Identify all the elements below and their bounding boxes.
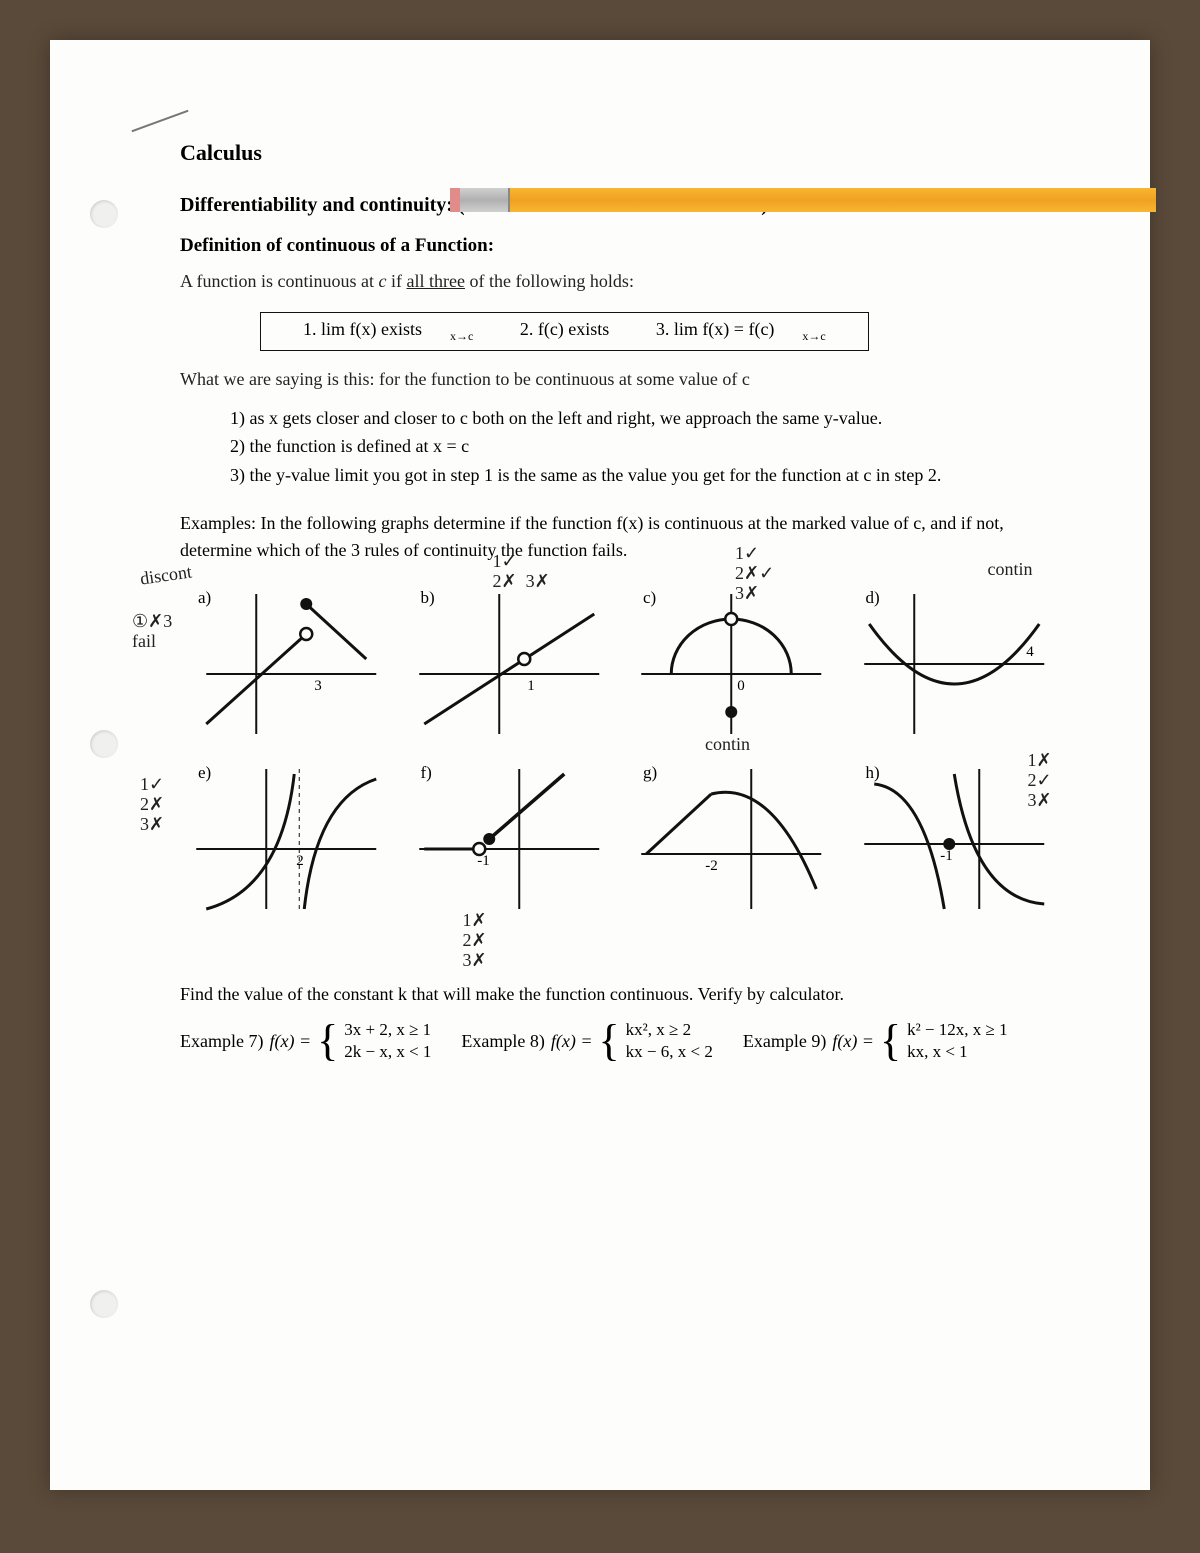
label: Example 8) xyxy=(461,1031,544,1052)
text: of the following holds: xyxy=(465,271,634,291)
graph-f: f) 1✗ 2✗ 3✗ -1 xyxy=(403,759,616,924)
graph-label: a) xyxy=(198,588,211,608)
graph-d: d) contin 4 xyxy=(848,584,1061,749)
tick: 2 xyxy=(296,853,304,869)
label: Example 7) xyxy=(180,1031,263,1052)
axes-icon: 1 xyxy=(403,584,616,744)
graph-a: a) discont ①✗3 fail 3 xyxy=(180,584,393,749)
all-three: all three xyxy=(406,271,464,291)
brace-icon: { xyxy=(880,1023,901,1058)
sub: x→c xyxy=(802,329,825,343)
label: Example 9) xyxy=(743,1031,826,1052)
text: 3. lim f(x) = f(c) xyxy=(656,319,775,339)
graph-label: b) xyxy=(421,588,435,608)
piece-bot: kx, x < 1 xyxy=(907,1041,1008,1063)
graph-label: f) xyxy=(421,763,432,783)
pieces: k² − 12x, x ≥ 1 kx, x < 1 xyxy=(907,1019,1008,1063)
graph-label: c) xyxy=(643,588,656,608)
course-title: Calculus xyxy=(180,140,1060,166)
annot-a-left: ①✗3 fail xyxy=(132,612,172,652)
holds-line: A function is continuous at c if all thr… xyxy=(180,271,1060,292)
axes-icon: 4 xyxy=(848,584,1061,744)
rule-2: 2. f(c) exists xyxy=(520,319,609,339)
tick: 0 xyxy=(737,678,745,694)
piece-top: 3x + 2, x ≥ 1 xyxy=(344,1019,431,1041)
worksheet-page: Calculus Differentiability and continuit… xyxy=(50,40,1150,1490)
pencil-overlay xyxy=(450,188,1156,212)
tick: -2 xyxy=(705,858,718,874)
graph-label: h) xyxy=(866,763,880,783)
axes-icon: 0 xyxy=(625,584,838,744)
pencil-mark xyxy=(131,110,188,132)
sub: x→c xyxy=(450,329,473,343)
axes-icon: 2 xyxy=(180,759,393,919)
graph-h: h) 1✗ 2✓ 3✗ -1 xyxy=(848,759,1061,924)
binder-hole xyxy=(90,200,118,228)
text: if xyxy=(386,271,406,291)
example-9: Example 9) f(x) = { k² − 12x, x ≥ 1 kx, … xyxy=(743,1019,1008,1063)
step-3: 3) the y-value limit you got in step 1 i… xyxy=(230,461,1060,490)
axes-icon: -2 xyxy=(625,759,838,919)
rules-box: 1. lim f(x) existsx→c 2. f(c) exists 3. … xyxy=(260,312,869,351)
examples-intro: Examples: In the following graphs determ… xyxy=(180,510,1060,564)
problems-section: Find the value of the constant k that wi… xyxy=(180,984,1060,1063)
brace-icon: { xyxy=(599,1023,620,1058)
piece-bot: 2k − x, x < 1 xyxy=(344,1041,431,1063)
piece-bot: kx − 6, x < 2 xyxy=(626,1041,713,1063)
example-7: Example 7) f(x) = { 3x + 2, x ≥ 1 2k − x… xyxy=(180,1019,431,1063)
graph-g: g) contin -2 xyxy=(625,759,838,924)
piece-top: kx², x ≥ 2 xyxy=(626,1019,713,1041)
step-1: 1) as x gets closer and closer to c both… xyxy=(230,404,1060,433)
graph-label: e) xyxy=(198,763,211,783)
pieces: kx², x ≥ 2 kx − 6, x < 2 xyxy=(626,1019,713,1063)
fx: f(x) = xyxy=(551,1031,593,1052)
annot-b-top: 1✓ 2✗ 3✗ xyxy=(493,552,550,592)
steps-list: 1) as x gets closer and closer to c both… xyxy=(230,404,1060,490)
fx: f(x) = xyxy=(269,1031,311,1052)
pencil-body xyxy=(510,188,1156,212)
annot-h-right: 1✗ 2✓ 3✗ xyxy=(1028,751,1052,810)
rule-1: 1. lim f(x) existsx→c xyxy=(289,319,487,339)
annot-c-top: 1✓ 2✗✓ 3✗ xyxy=(735,544,774,603)
example-8: Example 8) f(x) = { kx², x ≥ 2 kx − 6, x… xyxy=(461,1019,712,1063)
annot-f-bot: 1✗ 2✗ 3✗ xyxy=(463,911,487,970)
graph-label: g) xyxy=(643,763,657,783)
graph-c: c) 1✓ 2✗✓ 3✗ 0 xyxy=(625,584,838,749)
graph-b: b) 1✓ 2✗ 3✗ 1 xyxy=(403,584,616,749)
graph-e: e) 1✓ 2✗ 3✗ 2 xyxy=(180,759,393,924)
brace-icon: { xyxy=(317,1023,338,1058)
definition-heading: Definition of continuous of a Function: xyxy=(180,235,1060,257)
axes-icon: -1 xyxy=(403,759,616,919)
binder-hole xyxy=(90,1290,118,1318)
text: 1. lim f(x) exists xyxy=(303,319,422,339)
tick: 4 xyxy=(1026,644,1034,660)
tick: -1 xyxy=(940,848,953,864)
graph-label: d) xyxy=(866,588,880,608)
rule-3: 3. lim f(x) = f(c)x→c xyxy=(642,319,840,339)
pieces: 3x + 2, x ≥ 1 2k − x, x < 1 xyxy=(344,1019,431,1063)
annot-e-left: 1✓ 2✗ 3✗ xyxy=(140,775,164,834)
step-2: 2) the function is defined at x = c xyxy=(230,432,1060,461)
binder-hole xyxy=(90,730,118,758)
graph-grid: a) discont ①✗3 fail 3 b) 1✓ 2✗ 3✗ 1 xyxy=(180,584,1060,924)
tick: 1 xyxy=(527,678,535,694)
problems-row: Example 7) f(x) = { 3x + 2, x ≥ 1 2k − x… xyxy=(180,1019,1060,1063)
piece-top: k² − 12x, x ≥ 1 xyxy=(907,1019,1008,1041)
explain-lead: What we are saying is this: for the func… xyxy=(180,369,1060,390)
axes-icon: 3 xyxy=(180,584,393,744)
text: A function is continuous at xyxy=(180,271,378,291)
pencil-eraser-icon xyxy=(450,188,510,212)
tick: 3 xyxy=(314,678,322,694)
fx: f(x) = xyxy=(832,1031,874,1052)
problems-intro: Find the value of the constant k that wi… xyxy=(180,984,1060,1005)
annot-d-top: contin xyxy=(988,560,1033,580)
annot-g-top: contin xyxy=(705,735,750,755)
